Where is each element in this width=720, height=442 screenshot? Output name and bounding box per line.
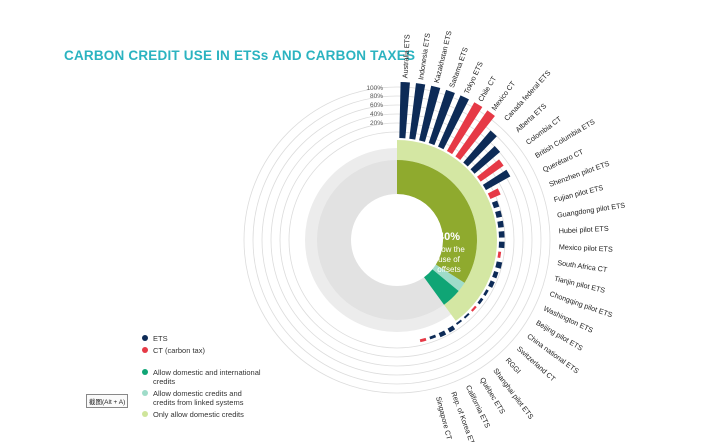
bar-label: Australia ETS xyxy=(400,34,411,79)
chart-title: CARBON CREDIT USE IN ETSs AND CARBON TAX… xyxy=(64,48,416,63)
bar-9 xyxy=(477,159,504,182)
bar-24 xyxy=(463,313,470,319)
bar-13 xyxy=(495,210,503,218)
radial-tick-label: 100% xyxy=(366,85,383,92)
legend-swatch xyxy=(142,390,148,396)
bar-6 xyxy=(455,110,495,160)
legend-item-ets: ETS xyxy=(142,334,263,343)
bar-23 xyxy=(470,305,477,312)
bar-11 xyxy=(487,188,501,200)
segment-international xyxy=(424,269,459,305)
bar-3 xyxy=(428,89,455,146)
grid-circle xyxy=(279,122,515,358)
legend-swatch xyxy=(142,369,148,375)
legend-swatch xyxy=(142,335,148,341)
bar-20 xyxy=(488,280,495,288)
center-text: use of xyxy=(438,255,461,264)
bar-1 xyxy=(409,83,426,140)
bar-label: Indonesia ETS xyxy=(416,32,432,80)
segment-domestic xyxy=(397,160,477,283)
center-hole xyxy=(351,194,443,286)
bar-16 xyxy=(498,241,505,249)
grid-circle xyxy=(270,113,524,367)
legend-label: Only allow domestic credits xyxy=(153,410,244,419)
legend-item-domestic: Only allow domestic credits xyxy=(142,410,263,419)
radial-tick-label: 80% xyxy=(370,93,383,100)
bar-label: Singapore CT xyxy=(434,395,454,441)
bar-2 xyxy=(419,85,441,142)
grid-circle xyxy=(288,131,506,349)
bar-label: British Columbia ETS xyxy=(533,117,596,160)
offset-ring xyxy=(397,140,497,321)
bar-label: Mexico pilot ETS xyxy=(559,242,613,253)
bar-25 xyxy=(455,319,463,325)
bar-17 xyxy=(497,251,502,259)
bar-29 xyxy=(419,337,427,343)
bar-0 xyxy=(399,82,410,139)
bar-26 xyxy=(447,325,456,333)
legend: ETS CT (carbon tax) Allow domestic and i… xyxy=(142,334,263,422)
bar-22 xyxy=(477,297,484,305)
legend-label: CT (carbon tax) xyxy=(153,346,205,355)
bar-28 xyxy=(429,334,437,340)
center-text: offsets xyxy=(437,265,460,274)
bar-label: Guangdong pilot ETS xyxy=(556,200,626,219)
bar-5 xyxy=(446,102,483,155)
legend-label: Allow domestic credits and credits from … xyxy=(153,389,244,407)
radial-tick-label: 20% xyxy=(370,120,383,127)
bar-15 xyxy=(498,231,505,238)
screenshot-shortcut-button[interactable]: 截图(Alt + A) xyxy=(86,394,129,408)
grid-circle xyxy=(243,86,551,394)
legend-swatch xyxy=(142,347,148,353)
legend-item-linked: Allow domestic credits and credits from … xyxy=(142,389,263,407)
bar-27 xyxy=(438,330,447,338)
bar-12 xyxy=(491,200,500,209)
bar-label: RGGI xyxy=(504,356,523,376)
legend-item-ct: CT (carbon tax) xyxy=(142,346,263,355)
segment-linked xyxy=(432,264,465,291)
bar-21 xyxy=(483,289,489,297)
grid-circle xyxy=(261,104,533,376)
bar-18 xyxy=(495,261,503,269)
bar-7 xyxy=(463,130,497,167)
bar-14 xyxy=(497,220,504,228)
legend-label: ETS xyxy=(153,334,168,343)
bar-10 xyxy=(482,169,511,191)
bar-19 xyxy=(492,271,499,279)
bar-label: Fujian pilot ETS xyxy=(553,183,605,204)
radial-tick-label: 60% xyxy=(370,102,383,109)
bar-label: South Africa CT xyxy=(557,258,609,274)
center-text: allow the xyxy=(433,245,465,254)
bar-label: Hubei pilot ETS xyxy=(559,224,610,236)
legend-swatch xyxy=(142,411,148,417)
grid-circle xyxy=(252,95,542,385)
center-value: 40% xyxy=(438,231,460,243)
radial-tick-label: 40% xyxy=(370,111,383,118)
legend-label: Allow domestic and international credits xyxy=(153,368,261,386)
bar-4 xyxy=(437,95,469,150)
bar-8 xyxy=(470,145,501,174)
legend-item-international: Allow domestic and international credits xyxy=(142,368,263,386)
